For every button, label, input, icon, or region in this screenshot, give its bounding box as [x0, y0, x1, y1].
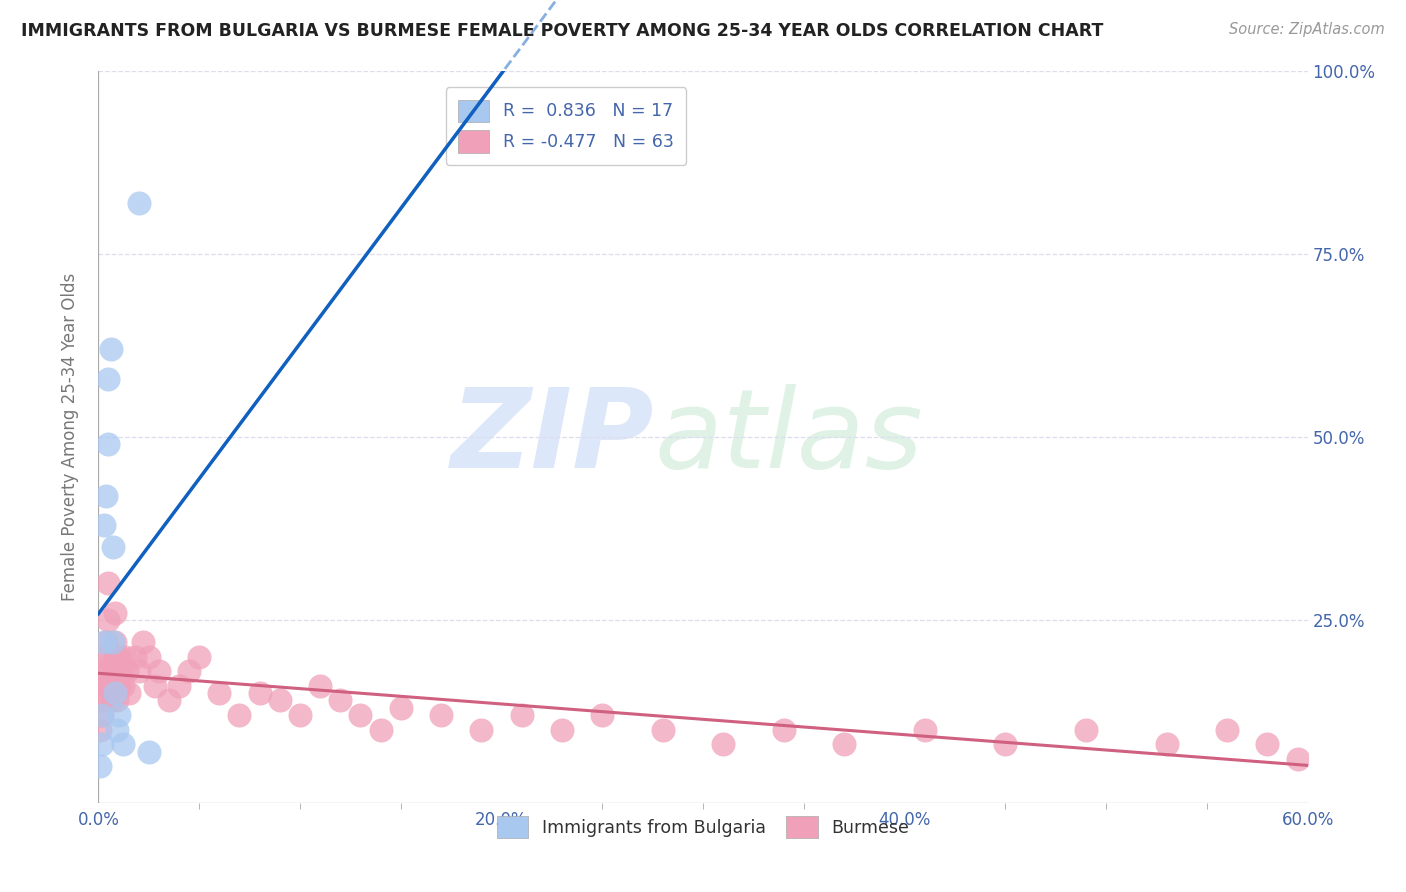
Point	[89, 759, 111, 773]
Point	[100, 343, 122, 357]
Point	[118, 686, 141, 700]
Point	[93, 693, 115, 707]
Point	[93, 635, 115, 649]
Point	[101, 664, 124, 678]
Point	[103, 686, 125, 700]
Point	[148, 664, 170, 678]
Point	[269, 693, 291, 707]
Point	[105, 693, 128, 707]
Point	[93, 517, 115, 532]
Y-axis label: Female Poverty Among 25-34 Year Olds: Female Poverty Among 25-34 Year Olds	[60, 273, 79, 601]
Point	[97, 371, 120, 385]
Text: IMMIGRANTS FROM BULGARIA VS BURMESE FEMALE POVERTY AMONG 25-34 YEAR OLDS CORRELA: IMMIGRANTS FROM BULGARIA VS BURMESE FEMA…	[21, 22, 1104, 40]
Point	[103, 649, 125, 664]
Point	[93, 649, 115, 664]
Point	[228, 708, 250, 723]
Point	[551, 723, 574, 737]
Point	[167, 679, 190, 693]
Point	[101, 693, 124, 707]
Point	[111, 679, 134, 693]
Point	[179, 664, 201, 678]
Point	[97, 576, 120, 591]
Point	[101, 635, 124, 649]
Point	[96, 679, 118, 693]
Point	[100, 679, 122, 693]
Point	[772, 723, 794, 737]
Point	[91, 737, 114, 751]
Point	[1216, 723, 1239, 737]
Point	[832, 737, 855, 751]
Point	[107, 679, 129, 693]
Point	[591, 708, 613, 723]
Point	[1156, 737, 1178, 751]
Point	[309, 679, 332, 693]
Point	[389, 700, 412, 714]
Point	[89, 686, 111, 700]
Point	[914, 723, 936, 737]
Point	[143, 679, 166, 693]
Point	[1286, 752, 1309, 766]
Point	[96, 489, 118, 503]
Point	[107, 708, 129, 723]
Point	[115, 664, 138, 678]
Point	[124, 649, 146, 664]
Point	[188, 649, 211, 664]
Point	[114, 649, 136, 664]
Point	[651, 723, 673, 737]
Point	[288, 708, 311, 723]
Text: Source: ZipAtlas.com: Source: ZipAtlas.com	[1229, 22, 1385, 37]
Point	[329, 693, 352, 707]
Point	[157, 693, 180, 707]
Point	[105, 723, 128, 737]
Point	[1256, 737, 1278, 751]
Point	[91, 664, 114, 678]
Point	[711, 737, 734, 751]
Point	[91, 708, 114, 723]
Text: ZIP: ZIP	[451, 384, 655, 491]
Point	[97, 613, 120, 627]
Point	[97, 437, 120, 451]
Point	[994, 737, 1017, 751]
Point	[430, 708, 453, 723]
Point	[91, 708, 114, 723]
Point	[370, 723, 392, 737]
Point	[110, 664, 132, 678]
Point	[470, 723, 492, 737]
Point	[89, 723, 111, 737]
Point	[128, 664, 150, 678]
Point	[111, 737, 134, 751]
Point	[103, 606, 125, 620]
Point	[103, 635, 125, 649]
Point	[100, 649, 122, 664]
Point	[349, 708, 371, 723]
Point	[208, 686, 231, 700]
Text: atlas: atlas	[655, 384, 924, 491]
Point	[138, 649, 160, 664]
Point	[1074, 723, 1097, 737]
Point	[107, 649, 129, 664]
Point	[138, 745, 160, 759]
Point	[96, 635, 118, 649]
Point	[132, 635, 155, 649]
Point	[97, 664, 120, 678]
Point	[101, 540, 124, 554]
Point	[105, 664, 128, 678]
Point	[249, 686, 271, 700]
Point	[128, 196, 150, 211]
Point	[510, 708, 533, 723]
Legend: Immigrants from Bulgaria, Burmese: Immigrants from Bulgaria, Burmese	[489, 809, 917, 846]
